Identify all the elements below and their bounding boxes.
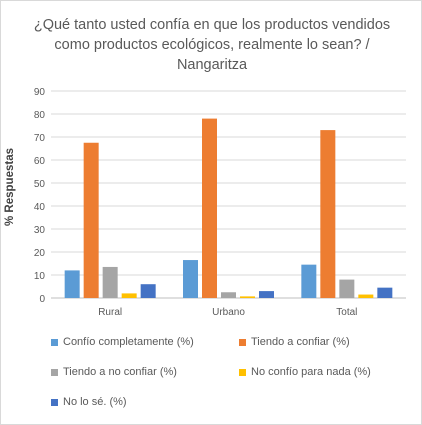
chart-title-line-2: como productos ecológicos, realmente lo …	[54, 37, 370, 53]
y-tick-label: 50	[34, 179, 46, 190]
y-tick-label: 70	[34, 133, 46, 144]
legend-label: Confío completamente (%)	[63, 336, 194, 348]
bar-chart-plot: 0 10 20 30 40 50 60 70 80 90 Rural Urbano Total % R…	[4, 87, 406, 318]
legend-swatch	[51, 398, 58, 406]
y-axis-label: % Respuestas	[4, 148, 16, 226]
y-tick-label: 90	[34, 87, 46, 98]
bar	[140, 284, 156, 298]
bars	[64, 118, 393, 298]
legend-label: No confío para nada (%)	[251, 366, 371, 378]
bar	[102, 266, 118, 298]
bar	[377, 287, 393, 298]
legend-swatch	[239, 368, 246, 376]
y-tick-label: 20	[34, 248, 46, 259]
y-tick-label: 10	[34, 271, 46, 282]
bar	[183, 260, 198, 298]
legend-swatch	[51, 338, 58, 346]
legend-item: Tiendo a no confiar (%)	[51, 366, 177, 378]
legend-item: No lo sé. (%)	[51, 396, 127, 408]
x-tick-label: Urbano	[212, 307, 245, 318]
y-tick-label: 40	[34, 202, 46, 213]
y-tick-label: 30	[34, 225, 46, 236]
bar	[83, 142, 99, 298]
legend-swatch	[239, 338, 246, 346]
bar	[64, 270, 80, 298]
bar	[221, 292, 236, 298]
chart-legend: Confío completamente (%) Tiendo a confiar…	[1, 331, 422, 421]
bar	[259, 291, 274, 298]
bar	[240, 296, 255, 298]
legend-label: Tiendo a no confiar (%)	[63, 366, 177, 378]
bar	[339, 279, 355, 298]
x-axis-ticks: Rural Urbano Total	[98, 307, 357, 318]
x-tick-label: Total	[336, 307, 357, 318]
bar	[202, 118, 217, 298]
y-tick-label: 80	[34, 110, 46, 121]
legend-item: Tiendo a confiar (%)	[239, 336, 350, 348]
chart-title-line-1: ¿Qué tanto usted confía en que los produ…	[33, 17, 391, 33]
chart-title-line-3: Nangaritza	[176, 57, 248, 73]
legend-label: No lo sé. (%)	[63, 396, 127, 408]
legend-item: Confío completamente (%)	[51, 336, 194, 348]
legend-item: No confío para nada (%)	[239, 366, 371, 378]
y-tick-label: 0	[39, 294, 45, 305]
bar	[121, 293, 137, 298]
bar	[320, 130, 336, 298]
legend-label: Tiendo a confiar (%)	[251, 336, 350, 348]
y-axis-ticks: 0 10 20 30 40 50 60 70 80 90	[34, 87, 46, 305]
legend-swatch	[51, 368, 58, 376]
x-tick-label: Rural	[98, 307, 122, 318]
chart-title: ¿Qué tanto usted confía en que los produ…	[21, 15, 403, 75]
bar	[358, 294, 374, 298]
y-tick-label: 60	[34, 156, 46, 167]
bar	[301, 264, 317, 298]
